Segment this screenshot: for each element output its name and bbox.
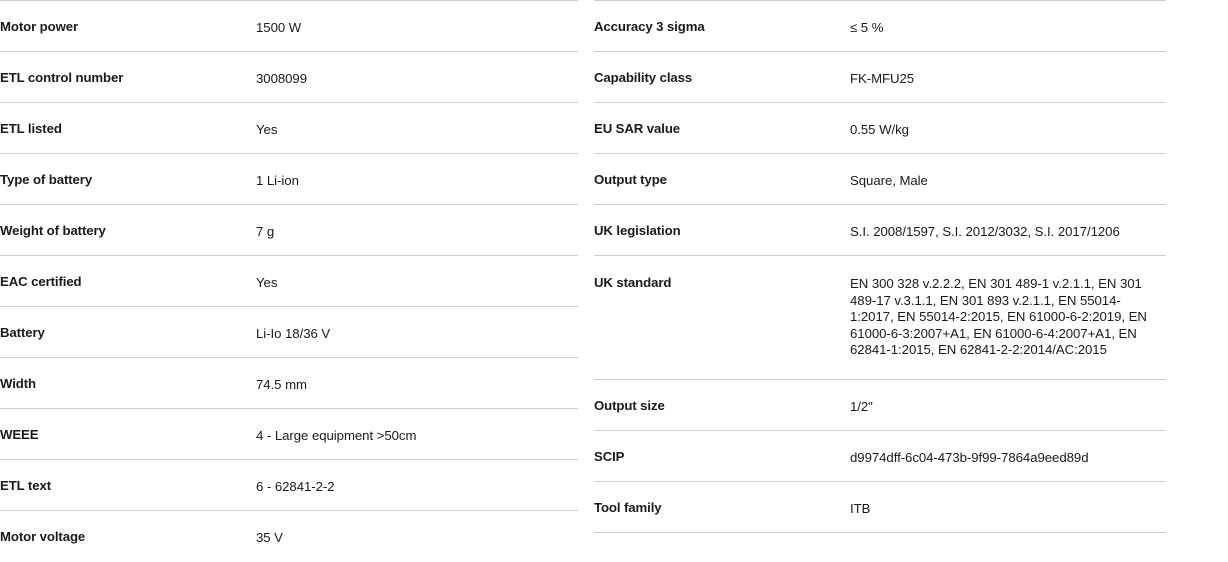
- spec-value: 1/2": [850, 399, 873, 414]
- spec-value: Yes: [256, 275, 278, 290]
- table-row: Motor power 1500 W: [0, 0, 578, 52]
- table-row: Output size 1/2": [594, 379, 1166, 431]
- table-row: Type of battery 1 Li-ion: [0, 153, 578, 205]
- spec-value: Li-Io 18/36 V: [256, 326, 331, 341]
- spec-label: Motor power: [0, 19, 79, 34]
- spec-label: ETL text: [0, 478, 51, 493]
- table-row: EU SAR value 0.55 W/kg: [594, 102, 1166, 154]
- spec-value: 4 - Large equipment >50cm: [256, 428, 417, 443]
- spec-value: 7 g: [256, 224, 275, 239]
- spec-label: Type of battery: [0, 172, 93, 187]
- spec-label: Motor voltage: [0, 529, 86, 544]
- table-row: Battery Li-Io 18/36 V: [0, 306, 578, 358]
- spec-label: Capability class: [594, 70, 693, 85]
- table-row: Tool family ITB: [594, 481, 1166, 533]
- spec-label: Output type: [594, 172, 667, 187]
- spec-value: ITB: [850, 501, 871, 516]
- spec-value: 74.5 mm: [256, 377, 307, 392]
- spec-label: ETL listed: [0, 121, 62, 136]
- table-row: WEEE 4 - Large equipment >50cm: [0, 408, 578, 460]
- spec-table-right: Accuracy 3 sigma ≤ 5 % Capability class …: [594, 0, 1166, 533]
- spec-label: SCIP: [594, 449, 625, 464]
- spec-value: 3008099: [256, 71, 307, 86]
- spec-table-left: Motor power 1500 W ETL control number 30…: [0, 0, 578, 562]
- spec-value: 35 V: [256, 530, 283, 545]
- spec-value: 1 Li-ion: [256, 173, 299, 188]
- table-row: ETL text 6 - 62841-2-2: [0, 459, 578, 511]
- spec-label: UK standard: [594, 275, 672, 290]
- table-row: ETL control number 3008099: [0, 51, 578, 103]
- table-row: Width 74.5 mm: [0, 357, 578, 409]
- spec-value: FK-MFU25: [850, 71, 915, 86]
- table-row: EAC certified Yes: [0, 255, 578, 307]
- spec-value: S.I. 2008/1597, S.I. 2012/3032, S.I. 201…: [850, 224, 1120, 239]
- table-row: Capability class FK-MFU25: [594, 51, 1166, 103]
- spec-label: Weight of battery: [0, 223, 106, 238]
- table-row: UK legislation S.I. 2008/1597, S.I. 2012…: [594, 204, 1166, 256]
- spec-value: ≤ 5 %: [850, 20, 884, 35]
- spec-label: EU SAR value: [594, 121, 681, 136]
- table-row: Motor voltage 35 V: [0, 510, 578, 562]
- spec-value: Square, Male: [850, 173, 928, 188]
- spec-value: d9974dff-6c04-473b-9f99-7864a9eed89d: [850, 450, 1089, 465]
- table-row: Weight of battery 7 g: [0, 204, 578, 256]
- spec-label: Tool family: [594, 500, 662, 515]
- table-row: Output type Square, Male: [594, 153, 1166, 205]
- spec-value: 6 - 62841-2-2: [256, 479, 335, 494]
- spec-column-right: Accuracy 3 sigma ≤ 5 % Capability class …: [594, 0, 1166, 533]
- spec-label: Output size: [594, 398, 665, 413]
- table-row: SCIP d9974dff-6c04-473b-9f99-7864a9eed89…: [594, 430, 1166, 482]
- table-row: Accuracy 3 sigma ≤ 5 %: [594, 0, 1166, 52]
- spec-label: EAC certified: [0, 274, 82, 289]
- spec-label: UK legislation: [594, 223, 681, 238]
- spec-column-left: Motor power 1500 W ETL control number 30…: [0, 0, 578, 562]
- spacer-cell: [850, 533, 1166, 534]
- table-row: UK standard EN 300 328 v.2.2.2, EN 301 4…: [594, 255, 1166, 380]
- spec-value: 0.55 W/kg: [850, 122, 909, 137]
- spec-label: Battery: [0, 325, 45, 340]
- spacer-cell: [594, 533, 850, 534]
- table-row: ETL listed Yes: [0, 102, 578, 154]
- spec-value: 1500 W: [256, 20, 302, 35]
- spec-label: WEEE: [0, 427, 39, 442]
- spec-label: Accuracy 3 sigma: [594, 19, 705, 34]
- spec-label: ETL control number: [0, 70, 124, 85]
- spec-label: Width: [0, 376, 36, 391]
- spec-value: Yes: [256, 122, 278, 137]
- spec-value: EN 300 328 v.2.2.2, EN 301 489-1 v.2.1.1…: [850, 276, 1147, 357]
- table-row-divider-bottom: [594, 532, 1166, 534]
